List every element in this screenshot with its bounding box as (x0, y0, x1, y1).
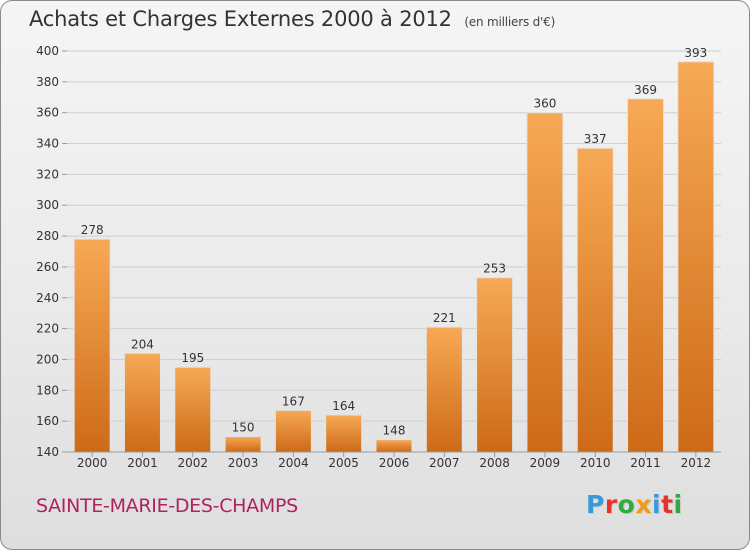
data-label-2010: 337 (584, 132, 607, 146)
y-tick-label: 140 (36, 445, 59, 459)
data-label-2001: 204 (131, 337, 154, 351)
data-label-2002: 195 (181, 351, 204, 365)
bar-2005 (325, 414, 363, 453)
data-label-2003: 150 (232, 421, 255, 435)
x-tick-label: 2000 (77, 456, 108, 470)
data-label-2000: 278 (81, 223, 104, 237)
data-label-2008: 253 (483, 262, 506, 276)
x-tick-label: 2001 (127, 456, 158, 470)
y-tick-label: 180 (36, 383, 59, 397)
chart-unit: (en milliers d'€) (464, 15, 556, 29)
bar-2007 (425, 326, 463, 453)
town-name: SAINTE-MARIE-DES-CHAMPS (36, 495, 298, 517)
y-tick-label: 320 (36, 167, 59, 181)
data-label-2004: 167 (282, 394, 305, 408)
y-tick-label: 300 (36, 198, 59, 212)
bar-2003 (224, 436, 262, 453)
bars (73, 61, 715, 453)
y-tick-label: 200 (36, 352, 59, 366)
chart-title-text: Achats et Charges Externes 2000 à 2012 (29, 7, 452, 31)
data-label-2011: 369 (634, 83, 657, 97)
logo-letter: o (617, 490, 636, 519)
bar-2000 (73, 238, 111, 453)
logo-letter: i (652, 490, 662, 519)
y-tick-label: 400 (36, 44, 59, 58)
x-tick-label: 2011 (630, 456, 661, 470)
x-tick-label: 2002 (177, 456, 208, 470)
logo-letter: r (604, 490, 618, 519)
x-tick-label: 2007 (429, 456, 460, 470)
y-tick-label: 240 (36, 291, 59, 305)
data-labels: 278 204 195 150 167 164 148 221 253 360 337 369 393 (81, 46, 708, 438)
logo-letter: t (661, 490, 674, 519)
proxiti-logo: Proxiti (586, 490, 683, 519)
x-tick-label: 2004 (278, 456, 309, 470)
data-label-2007: 221 (433, 311, 456, 325)
x-tick-label: 2006 (379, 456, 410, 470)
x-axis-ticks: 2000 2001 2002 2003 2004 2005 2006 2007 2008 2009… (77, 452, 711, 470)
bar-2006 (375, 439, 413, 453)
y-tick-label: 280 (36, 229, 59, 243)
y-tick-label: 380 (36, 75, 59, 89)
x-tick-label: 2008 (479, 456, 510, 470)
bar-2010 (576, 147, 614, 453)
y-tick-label: 220 (36, 322, 59, 336)
y-axis-ticks: 140 160 180 200 220 240 260 280 300 320 340 360 380 4… (36, 44, 67, 459)
bar-2002 (174, 366, 212, 453)
bar-2011 (627, 98, 665, 453)
data-label-2005: 164 (332, 399, 355, 413)
x-tick-label: 2012 (681, 456, 712, 470)
x-tick-label: 2005 (328, 456, 359, 470)
data-label-2012: 393 (684, 46, 707, 60)
y-tick-label: 260 (36, 260, 59, 274)
y-tick-label: 160 (36, 414, 59, 428)
x-tick-label: 2010 (580, 456, 611, 470)
x-tick-label: 2009 (530, 456, 561, 470)
bar-2009 (526, 112, 564, 453)
grid-lines (67, 50, 721, 453)
bar-2001 (123, 352, 161, 453)
bar-2004 (274, 409, 312, 453)
bar-2012 (677, 61, 715, 453)
x-tick-label: 2003 (228, 456, 259, 470)
data-label-2006: 148 (383, 424, 406, 438)
data-label-2009: 360 (533, 97, 556, 111)
bar-2008 (476, 277, 514, 453)
y-tick-label: 340 (36, 137, 59, 151)
y-tick-label: 360 (36, 106, 59, 120)
logo-letter: P (586, 490, 605, 519)
logo-letter: i (673, 490, 683, 519)
chart-title: Achats et Charges Externes 2000 à 2012 (… (29, 7, 555, 31)
logo-letter: x (635, 490, 652, 519)
